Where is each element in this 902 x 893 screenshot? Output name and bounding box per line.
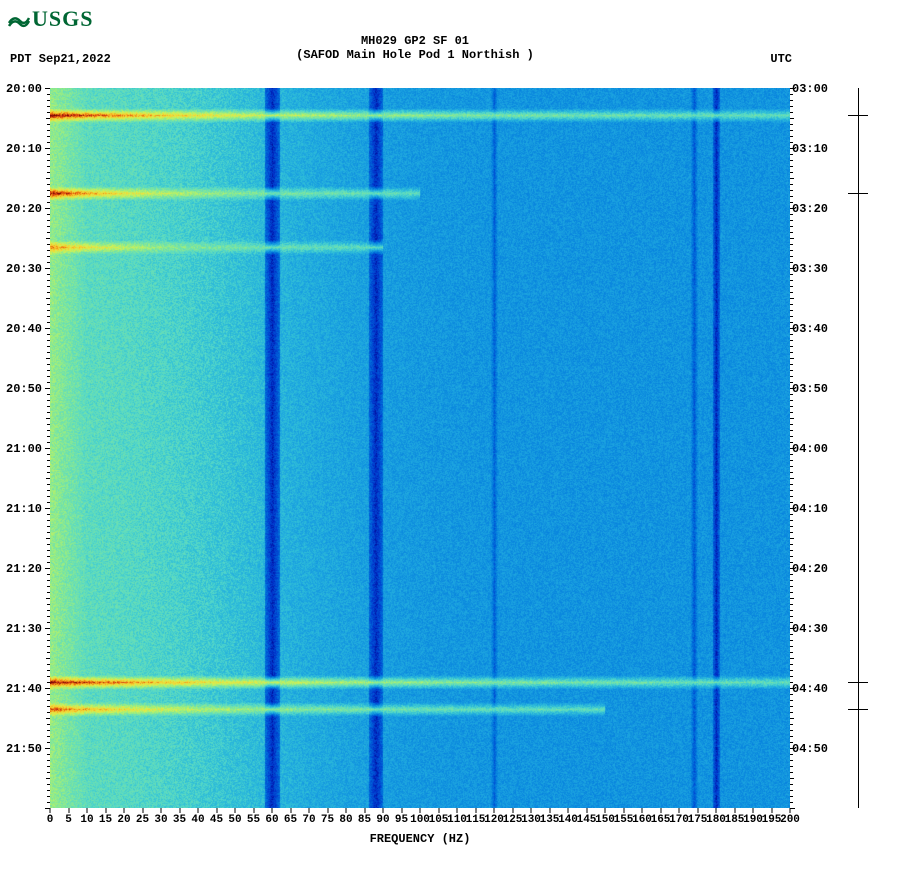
x-tick: 105 <box>429 814 449 826</box>
x-tick: 145 <box>577 814 597 826</box>
x-tick: 55 <box>247 814 260 826</box>
y-tick-right: 04:10 <box>792 502 828 516</box>
y-tick-right: 03:40 <box>792 322 828 336</box>
x-tick: 0 <box>47 814 54 826</box>
x-tick: 85 <box>358 814 371 826</box>
y-tick-left: 20:50 <box>6 382 42 396</box>
y-tick-right: 03:10 <box>792 142 828 156</box>
y-tick-left: 21:50 <box>6 742 42 756</box>
x-tick: 20 <box>117 814 130 826</box>
x-tick: 50 <box>228 814 241 826</box>
x-tick: 15 <box>99 814 112 826</box>
y-tick-right: 03:20 <box>792 202 828 216</box>
x-tick: 180 <box>706 814 726 826</box>
y-tick-right: 04:40 <box>792 682 828 696</box>
x-tick: 45 <box>210 814 223 826</box>
y-tick-right: 04:00 <box>792 442 828 456</box>
x-tick: 35 <box>173 814 186 826</box>
y-tick-left: 20:20 <box>6 202 42 216</box>
y-tick-right: 03:30 <box>792 262 828 276</box>
y-tick-left: 21:00 <box>6 442 42 456</box>
x-tick: 30 <box>154 814 167 826</box>
y-tick-left: 21:20 <box>6 562 42 576</box>
y-tick-left: 20:30 <box>6 262 42 276</box>
x-tick: 90 <box>376 814 389 826</box>
x-tick: 200 <box>780 814 800 826</box>
x-tick: 60 <box>265 814 278 826</box>
x-tick: 165 <box>651 814 671 826</box>
x-tick: 40 <box>191 814 204 826</box>
x-axis-label: FREQUENCY (HZ) <box>50 832 790 846</box>
x-tick: 95 <box>395 814 408 826</box>
y-tick-left: 21:10 <box>6 502 42 516</box>
x-tick: 80 <box>339 814 352 826</box>
y-tick-left: 20:10 <box>6 142 42 156</box>
y-tick-left: 21:30 <box>6 622 42 636</box>
spectrogram-canvas <box>50 88 790 808</box>
x-tick: 75 <box>321 814 334 826</box>
x-tick: 195 <box>762 814 782 826</box>
x-tick: 155 <box>614 814 634 826</box>
chart-subtitle: (SAFOD Main Hole Pod 1 Northish ) <box>0 48 830 62</box>
x-tick: 130 <box>521 814 541 826</box>
header-right-tz: UTC <box>770 52 792 66</box>
x-tick: 100 <box>410 814 430 826</box>
logo-text: USGS <box>32 6 93 31</box>
y-tick-left: 20:00 <box>6 82 42 96</box>
x-axis-ticks: 0510152025303540455055606570758085909510… <box>50 808 790 828</box>
y-tick-right: 04:20 <box>792 562 828 576</box>
x-tick: 140 <box>558 814 578 826</box>
x-tick: 65 <box>284 814 297 826</box>
y-tick-left: 21:40 <box>6 682 42 696</box>
y-axis-right: 03:0003:1003:2003:3003:4003:5004:0004:10… <box>792 88 842 808</box>
wave-icon <box>8 8 30 34</box>
x-tick: 10 <box>80 814 93 826</box>
x-tick: 110 <box>447 814 467 826</box>
x-tick: 5 <box>65 814 72 826</box>
y-tick-right: 03:00 <box>792 82 828 96</box>
x-tick: 120 <box>484 814 504 826</box>
x-tick: 70 <box>302 814 315 826</box>
x-tick: 125 <box>503 814 523 826</box>
event-side-marks <box>848 88 894 808</box>
y-tick-right: 04:30 <box>792 622 828 636</box>
x-tick: 150 <box>595 814 615 826</box>
y-tick-right: 04:50 <box>792 742 828 756</box>
y-tick-left: 20:40 <box>6 322 42 336</box>
y-axis-left: 20:0020:1020:2020:3020:4020:5021:0021:10… <box>6 88 50 808</box>
x-tick: 135 <box>540 814 560 826</box>
x-tick: 175 <box>688 814 708 826</box>
x-tick: 115 <box>466 814 486 826</box>
chart-title: MH029 GP2 SF 01 <box>0 34 830 48</box>
y-minor-ticks-left <box>45 88 50 808</box>
x-tick: 25 <box>136 814 149 826</box>
spectrogram-plot <box>50 88 790 808</box>
x-tick: 160 <box>632 814 652 826</box>
x-tick: 170 <box>669 814 689 826</box>
x-tick: 190 <box>743 814 763 826</box>
y-minor-ticks-right <box>790 88 795 808</box>
x-tick: 185 <box>725 814 745 826</box>
usgs-logo: USGS <box>8 6 93 34</box>
y-tick-right: 03:50 <box>792 382 828 396</box>
